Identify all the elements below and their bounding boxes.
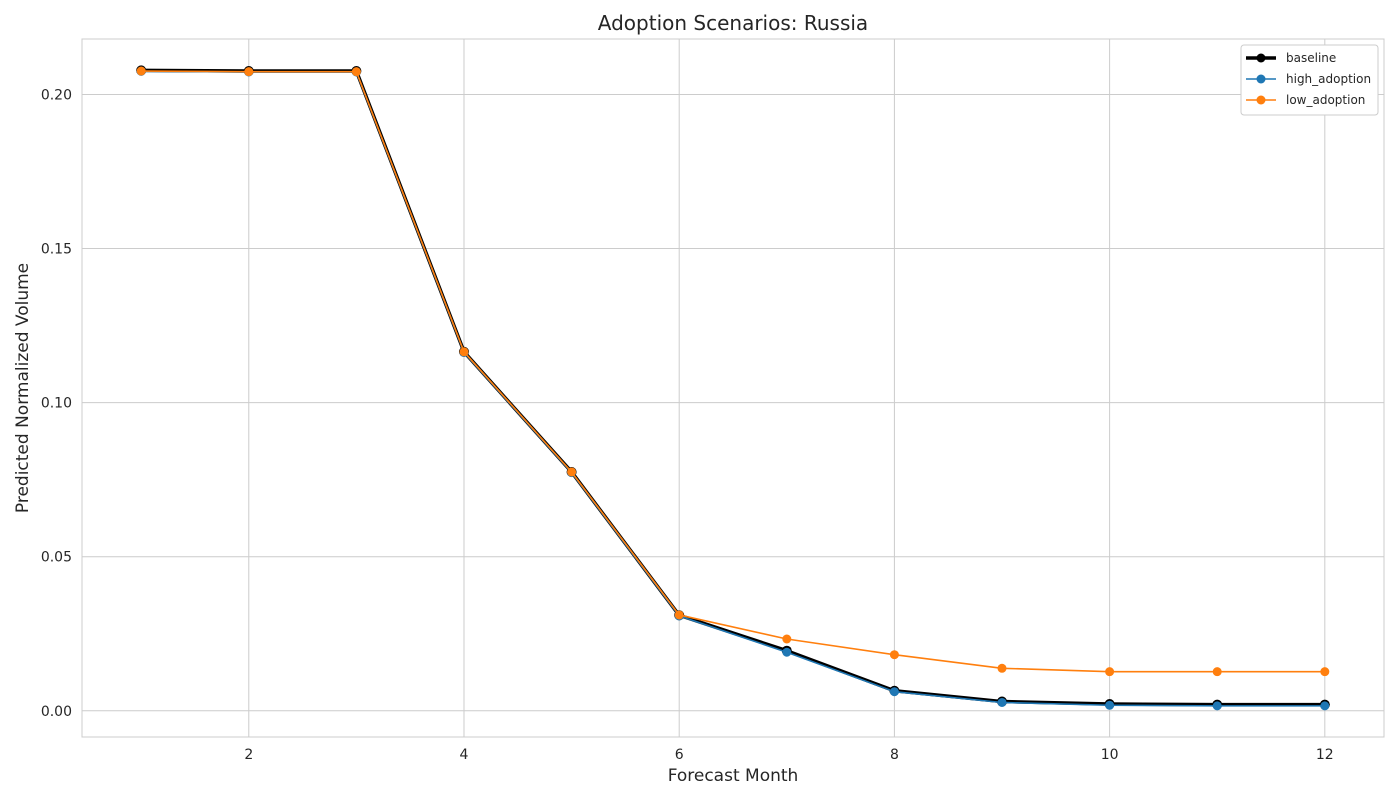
data-point-high_adoption	[889, 687, 899, 697]
legend-label-low_adoption: low_adoption	[1286, 93, 1365, 107]
y-tick-label: 0.00	[41, 704, 72, 720]
x-tick-label: 8	[890, 747, 899, 763]
data-point-low_adoption	[459, 347, 469, 357]
series-low_adoption	[136, 66, 1330, 677]
series-line-baseline	[139, 68, 1327, 707]
legend-marker-low_adoption	[1256, 95, 1266, 105]
data-point-low_adoption	[889, 650, 899, 660]
series-layer	[136, 65, 1330, 711]
x-tick-label: 6	[675, 747, 684, 763]
legend: baseline high_adoption low_adoption	[1240, 44, 1379, 116]
data-point-low_adoption	[782, 634, 792, 644]
legend-label-baseline: baseline	[1286, 51, 1336, 65]
y-tick-label: 0.15	[41, 242, 72, 258]
data-point-low_adoption	[1320, 667, 1330, 677]
series-high_adoption	[136, 66, 1330, 711]
y-tick-label: 0.05	[41, 550, 72, 566]
series-line-high_adoption	[140, 70, 1326, 707]
data-point-low_adoption	[1212, 667, 1222, 677]
data-point-high_adoption	[1105, 700, 1115, 710]
y-axis-label: Predicted Normalized Volume	[13, 263, 33, 513]
series-line-low_adoption	[140, 70, 1326, 673]
y-tick-label: 0.10	[41, 396, 72, 412]
grid-lines	[82, 39, 1384, 737]
data-point-low_adoption	[1105, 667, 1115, 677]
legend-marker-baseline	[1256, 53, 1266, 63]
legend-marker-high_adoption	[1256, 74, 1266, 84]
data-point-high_adoption	[1212, 701, 1222, 711]
data-point-low_adoption	[997, 663, 1007, 673]
x-axis-label: Forecast Month	[668, 766, 799, 786]
data-point-low_adoption	[244, 67, 254, 77]
data-point-low_adoption	[351, 67, 361, 77]
series-baseline	[136, 65, 1330, 710]
data-point-low_adoption	[674, 610, 684, 620]
chart-title: Adoption Scenarios: Russia	[598, 11, 868, 35]
x-tick-label: 4	[460, 747, 469, 763]
x-tick-label: 12	[1316, 747, 1334, 763]
data-point-high_adoption	[997, 697, 1007, 707]
y-tick-label: 0.20	[41, 87, 72, 103]
x-tick-label: 10	[1101, 747, 1119, 763]
data-point-low_adoption	[567, 467, 577, 477]
data-point-high_adoption	[782, 647, 792, 657]
legend-label-high_adoption: high_adoption	[1286, 72, 1371, 86]
data-point-high_adoption	[1320, 701, 1330, 711]
plot-frame	[81, 38, 1385, 738]
data-point-low_adoption	[136, 66, 146, 76]
tick-labels: 2 4 6 8 10 12 0.00 0.05 0.10 0.15 0.20	[41, 87, 1334, 763]
x-tick-label: 2	[244, 747, 253, 763]
legend-box	[1240, 44, 1379, 116]
